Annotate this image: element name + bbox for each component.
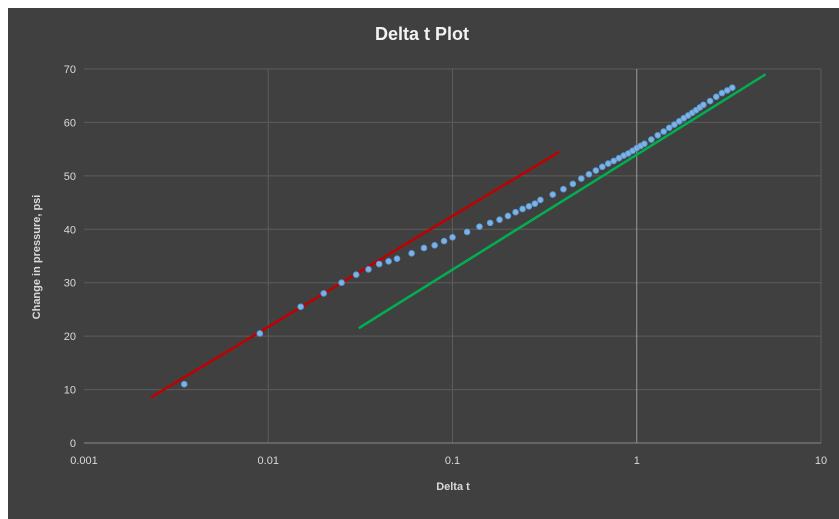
- data-point: [641, 140, 648, 148]
- data-point: [675, 118, 683, 125]
- data-point: [496, 216, 503, 223]
- y-tick-label: 40: [64, 224, 76, 236]
- data-point: [537, 196, 544, 204]
- data-point: [320, 290, 328, 297]
- data-point: [420, 244, 428, 252]
- data-point: [706, 97, 714, 105]
- data-point: [648, 136, 655, 143]
- data-point: [385, 258, 392, 265]
- data-point: [440, 237, 448, 245]
- gridlines: [84, 68, 822, 443]
- data-point: [525, 203, 533, 210]
- y-axis-title: Change in pressure, psi: [31, 195, 43, 320]
- trendline-2: [358, 73, 767, 330]
- data-point: [531, 200, 539, 207]
- data-point: [486, 219, 494, 227]
- data-point: [712, 93, 720, 101]
- x-tick-label: 1: [634, 455, 640, 467]
- data-point: [256, 330, 264, 337]
- data-point: [463, 228, 471, 236]
- y-tick-label: 0: [70, 438, 76, 450]
- y-tick-label: 10: [64, 385, 76, 397]
- data-point: [504, 212, 512, 220]
- data-point: [585, 170, 593, 178]
- data-point: [512, 208, 519, 216]
- data-point: [654, 131, 662, 139]
- chart-title: Delta t Plot: [375, 24, 469, 44]
- data-point: [604, 160, 612, 167]
- data-point: [352, 271, 360, 279]
- chart-area: [8, 8, 839, 519]
- data-point: [723, 87, 731, 94]
- data-point: [560, 185, 567, 193]
- data-point: [408, 250, 415, 257]
- data-point: [365, 266, 372, 273]
- data-point: [180, 380, 188, 388]
- data-points: [180, 84, 736, 388]
- y-tick-label: 60: [64, 117, 76, 129]
- x-tick-label: 0.001: [70, 455, 98, 467]
- data-point: [549, 191, 557, 198]
- data-point: [297, 303, 304, 311]
- data-point: [393, 255, 401, 262]
- data-point: [615, 154, 623, 162]
- data-point: [700, 101, 707, 109]
- data-point: [338, 279, 345, 287]
- x-tick-label: 0.1: [445, 455, 460, 467]
- data-point: [476, 223, 483, 230]
- data-point: [718, 89, 726, 97]
- data-point: [431, 242, 438, 249]
- x-axis-title: Delta t: [436, 481, 470, 493]
- data-point: [569, 180, 577, 188]
- y-tick-label: 30: [64, 278, 76, 290]
- data-point: [592, 167, 600, 174]
- data-point: [660, 128, 667, 135]
- x-tick-label: 10: [815, 455, 827, 467]
- data-point: [375, 260, 383, 268]
- tick-labels: 0 10 20 30 40 50 60 70 0.001 0.01 0.1 1 10: [64, 64, 827, 467]
- y-tick-label: 20: [64, 331, 76, 343]
- data-point: [598, 163, 606, 171]
- data-point: [449, 234, 456, 241]
- data-point: [577, 175, 585, 182]
- data-point: [728, 84, 736, 91]
- data-point: [665, 124, 673, 132]
- data-point: [671, 121, 678, 128]
- data-point: [519, 205, 526, 213]
- x-tick-label: 0.01: [258, 455, 279, 467]
- y-tick-label: 70: [64, 64, 76, 76]
- data-point: [610, 157, 618, 165]
- y-tick-label: 50: [64, 171, 76, 183]
